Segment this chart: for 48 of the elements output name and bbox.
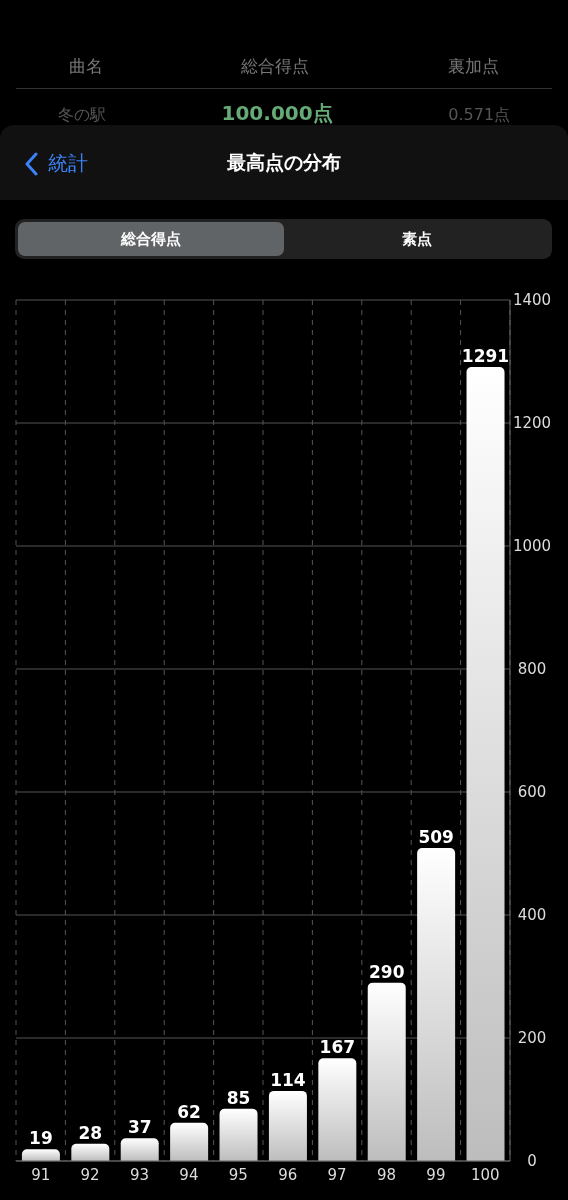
y-tick-label: 1400: [512, 291, 552, 310]
text: 統計: [48, 150, 88, 177]
text: 0.571点: [448, 105, 511, 126]
x-tick-label: 96: [278, 1165, 298, 1184]
x-tick-label: 100: [470, 1165, 500, 1184]
y-tick-label: 800: [517, 660, 547, 679]
text: 冬の駅: [57, 105, 106, 126]
bar: [170, 1122, 209, 1161]
data-label: 19: [29, 1128, 53, 1149]
text: 曲名: [69, 55, 104, 78]
bar: [367, 982, 406, 1161]
text: 総合得点: [18, 222, 284, 256]
bar: [417, 847, 456, 1161]
y-tick-label: 600: [517, 783, 547, 802]
data-label: 114: [270, 1069, 306, 1090]
y-tick-label: 1200: [512, 414, 552, 433]
y-tick-label: 400: [517, 906, 547, 925]
x-tick-label: 91: [31, 1165, 51, 1184]
x-tick-label: 92: [80, 1165, 100, 1184]
bar: [21, 1149, 60, 1161]
text: 素点: [400, 229, 433, 249]
bar: [219, 1108, 258, 1161]
bar: [318, 1058, 357, 1161]
data-label: 290: [368, 961, 405, 982]
text: 裏加点: [447, 55, 499, 78]
data-label: 37: [127, 1117, 152, 1138]
bar: [120, 1138, 159, 1161]
data-label: 85: [226, 1087, 251, 1108]
data-label: 62: [177, 1101, 201, 1122]
x-tick-label: 98: [376, 1165, 397, 1184]
y-tick-label: 0: [527, 1152, 537, 1171]
data-label: 509: [418, 826, 454, 847]
x-tick-label: 94: [179, 1165, 199, 1184]
text: 総合得点: [241, 55, 310, 78]
data-label: 28: [78, 1122, 103, 1143]
bar: [268, 1090, 307, 1161]
chart-title: 最高点の分布: [227, 151, 341, 173]
x-tick-label: 95: [228, 1165, 248, 1184]
y-tick-label: 1000: [512, 537, 552, 556]
x-tick-label: 99: [426, 1165, 446, 1184]
bar: [466, 367, 505, 1161]
y-tick-label: 200: [517, 1029, 547, 1048]
data-label: 1291: [461, 346, 510, 367]
bar: [71, 1143, 110, 1161]
data-label: 167: [319, 1037, 356, 1058]
x-tick-label: 97: [327, 1165, 347, 1184]
text: 100.000点: [221, 100, 333, 127]
x-tick-label: 93: [129, 1165, 150, 1184]
